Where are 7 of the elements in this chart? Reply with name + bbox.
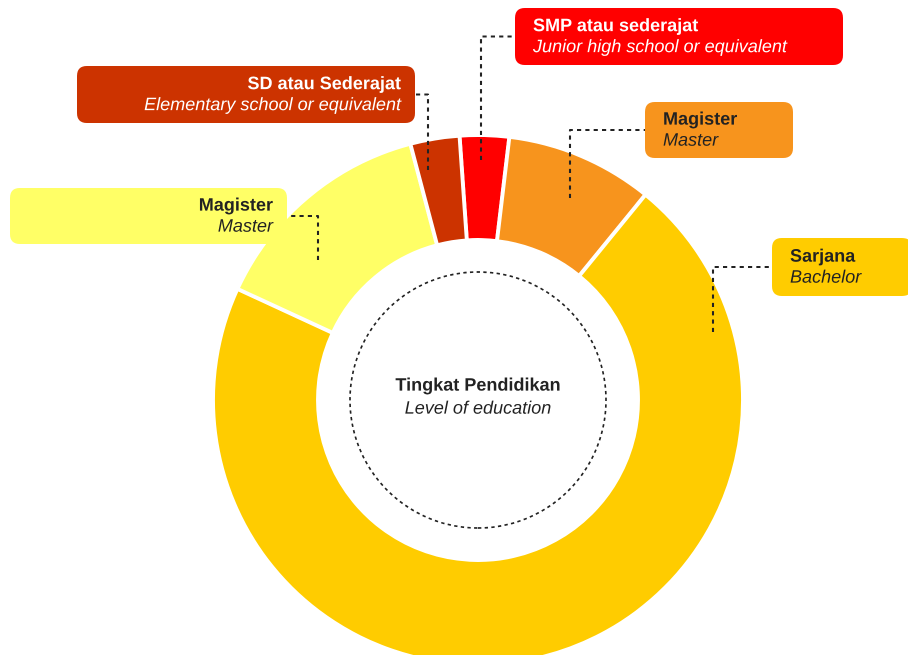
slice-label: SD atau Sederajat Elementary school or equivalent bbox=[144, 76, 402, 114]
slice-label: Magister Master bbox=[200, 198, 274, 232]
text: Tingkat Pendidikan bbox=[396, 378, 560, 394]
slice-label: SMP atau sederajat Junior high school or equivalent bbox=[532, 18, 788, 56]
slice-label: Magister Master bbox=[664, 112, 737, 146]
text: Level of education bbox=[405, 400, 550, 414]
slice-label: Sarjana Bachelor bbox=[790, 248, 862, 283]
